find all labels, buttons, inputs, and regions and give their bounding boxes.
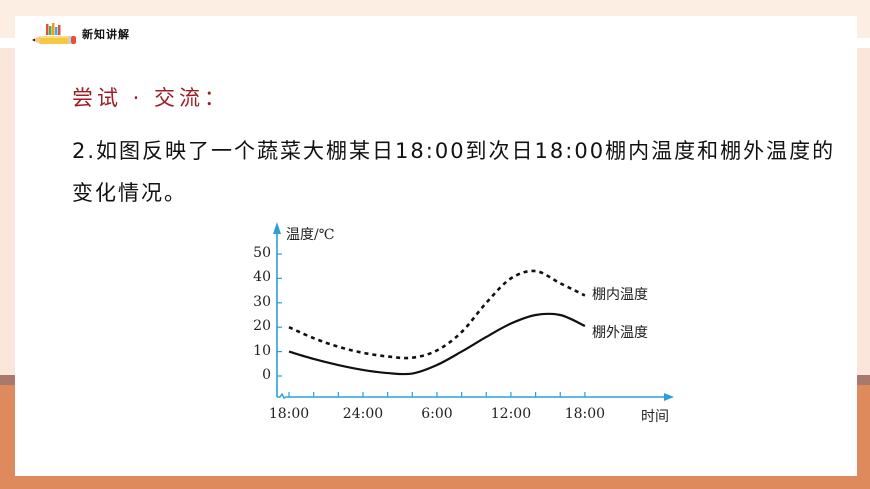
frame-bottom: [0, 476, 870, 489]
frame-right-band: [857, 375, 870, 385]
frame-right-orange: [857, 385, 870, 489]
question-text: 2.如图反映了一个蔬菜大棚某日18:00到次日18:00棚内温度和棚外温度的变化…: [72, 139, 836, 205]
x-axis-arrow-icon: [664, 393, 674, 401]
chart-plot: [273, 222, 674, 401]
frame-left-top: [0, 16, 15, 38]
frame-top: [0, 0, 870, 16]
x-axis-break: [277, 392, 289, 399]
y-tick-label: 50: [253, 245, 271, 261]
x-axis-label: 时间: [641, 409, 669, 425]
y-tick-label: 30: [253, 293, 271, 310]
y-axis-arrow-icon: [273, 222, 281, 234]
frame-left: [0, 48, 15, 375]
frame-left-band: [0, 375, 15, 385]
legend-outside-temp: 棚外温度: [592, 325, 648, 341]
frame-left-orange: [0, 385, 15, 489]
x-tick-label: 18:00: [268, 406, 310, 422]
header-title: 新知讲解: [82, 28, 130, 41]
pencil-icon: [30, 22, 78, 46]
y-tick-label: 0: [262, 367, 271, 383]
y-tick-label: 20: [253, 318, 271, 335]
x-tick-label: 12:00: [490, 406, 532, 422]
frame-right-top: [857, 16, 870, 38]
outside-temp-line: [288, 312, 586, 376]
y-axis-label: 温度/℃: [286, 227, 335, 243]
section-header: 新知讲解: [30, 22, 130, 46]
x-tick-label: 24:00: [342, 406, 384, 422]
frame-right: [857, 48, 870, 375]
temperature-chart: 温度/℃ 50 40 30 20 10 0 18:00 24:00 6:00 12:00 18:0…: [240, 218, 700, 433]
y-tick-label: 10: [253, 342, 271, 359]
x-tick-label: 6:00: [421, 406, 453, 422]
inside-temp-line: [288, 269, 586, 360]
y-tick-label: 40: [253, 269, 271, 286]
section-title: 尝试 · 交流：: [72, 86, 230, 110]
x-tick-label: 18:00: [564, 406, 606, 422]
legend-inside-temp: 棚内温度: [592, 287, 648, 303]
